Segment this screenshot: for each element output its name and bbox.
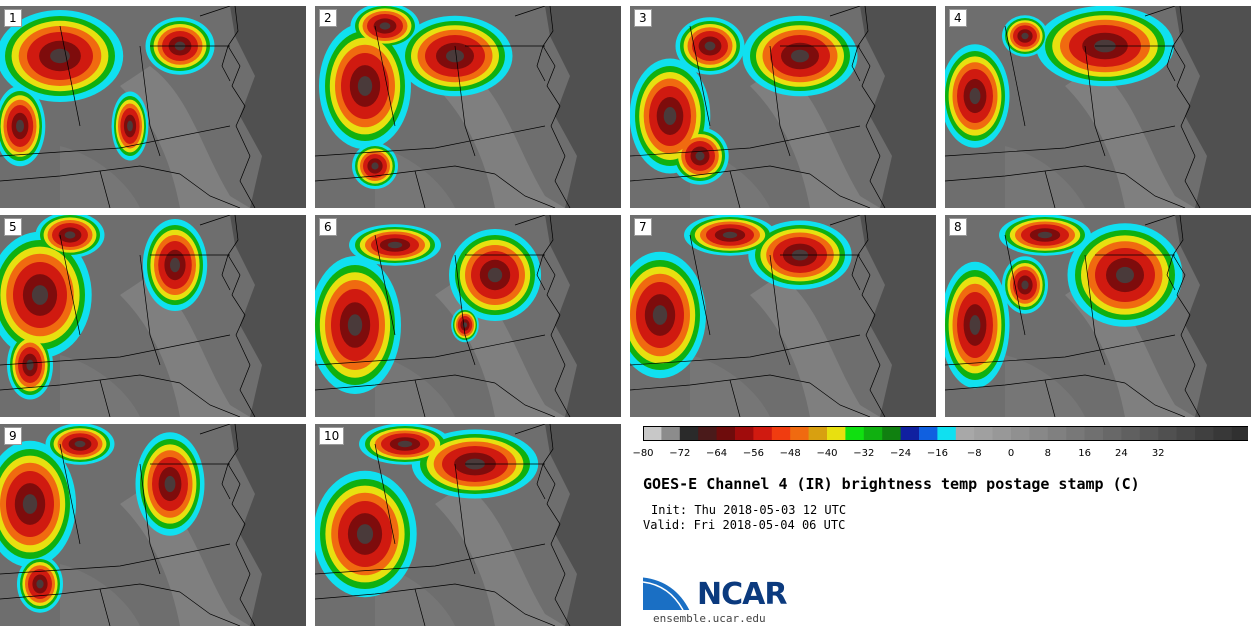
colorbar-swatch xyxy=(661,426,681,440)
colorbar-swatch xyxy=(790,426,810,440)
colorbar-tick-label: 24 xyxy=(1115,448,1128,459)
colorbar-tick-label: −32 xyxy=(853,448,875,459)
colorbar-swatch xyxy=(698,426,718,440)
panel-number: 9 xyxy=(4,427,22,445)
colorbar-swatch xyxy=(1213,426,1233,440)
colorbar xyxy=(643,426,1248,441)
forecast-panel-3: 3 xyxy=(630,6,936,208)
forecast-panel-9: 9 xyxy=(0,424,306,626)
colorbar-tick-label: −48 xyxy=(779,448,801,459)
colorbar-swatch xyxy=(1047,426,1067,440)
colorbar-swatch xyxy=(1066,426,1086,440)
colorbar-swatch xyxy=(863,426,883,440)
forecast-panel-10: 10 xyxy=(315,424,621,626)
satellite-map xyxy=(0,215,306,417)
colorbar-tick-label: −80 xyxy=(632,448,654,459)
init-time: Init: Thu 2018-05-03 12 UTC xyxy=(651,503,847,517)
colorbar-tick-label: −24 xyxy=(890,448,912,459)
satellite-map xyxy=(0,6,306,208)
panel-number: 4 xyxy=(949,9,967,27)
colorbar-swatch xyxy=(753,426,773,440)
panel-number: 7 xyxy=(634,218,652,236)
colorbar-tick-label: 16 xyxy=(1078,448,1091,459)
ncar-logo-text: NCAR xyxy=(697,577,787,612)
colorbar-tick-label: 8 xyxy=(1044,448,1051,459)
colorbar-swatch xyxy=(1139,426,1159,440)
panel-number: 5 xyxy=(4,218,22,236)
colorbar-swatch xyxy=(1195,426,1214,440)
panel-number: 6 xyxy=(319,218,337,236)
colorbar-tick-label: 32 xyxy=(1151,448,1165,459)
satellite-map xyxy=(945,6,1251,208)
colorbar-swatch xyxy=(679,426,699,440)
panel-number: 2 xyxy=(319,9,337,27)
forecast-panel-1: 1 xyxy=(0,6,306,208)
colorbar-tick-label: −64 xyxy=(706,448,728,459)
colorbar-swatch xyxy=(1103,426,1122,440)
colorbar-swatch xyxy=(845,426,865,440)
valid-time: Valid: Fri 2018-05-04 06 UTC xyxy=(643,518,846,532)
forecast-panel-6: 6 xyxy=(315,215,621,417)
colorbar-swatch xyxy=(716,426,736,440)
forecast-panel-4: 4 xyxy=(945,6,1251,208)
forecast-panel-2: 2 xyxy=(315,6,621,208)
website-url: ensemble.ucar.edu xyxy=(653,612,766,625)
satellite-map xyxy=(630,215,936,417)
satellite-map xyxy=(945,215,1251,417)
colorbar-tick-label: −72 xyxy=(669,448,691,459)
colorbar-swatch xyxy=(900,426,920,440)
colorbar-tick-label: −56 xyxy=(742,448,764,459)
colorbar-swatch xyxy=(1029,426,1049,440)
forecast-panel-7: 7 xyxy=(630,215,936,417)
colorbar-swatch xyxy=(882,426,902,440)
panel-number: 3 xyxy=(634,9,652,27)
colorbar-swatch xyxy=(1176,426,1196,440)
colorbar-swatch xyxy=(771,426,791,440)
colorbar-swatch xyxy=(1158,426,1178,440)
colorbar-tick-label: −40 xyxy=(816,448,838,459)
satellite-map xyxy=(315,215,621,417)
forecast-panel-5: 5 xyxy=(0,215,306,417)
colorbar-swatch xyxy=(1011,426,1030,440)
colorbar-swatch xyxy=(937,426,957,440)
colorbar-swatch xyxy=(1231,426,1248,440)
colorbar-tick-label: −8 xyxy=(966,448,982,459)
colorbar-swatch xyxy=(735,426,754,440)
colorbar-swatch xyxy=(808,426,828,440)
ncar-logo-icon xyxy=(643,574,693,611)
colorbar-swatch xyxy=(974,426,994,440)
colorbar-swatch xyxy=(1084,426,1104,440)
satellite-map xyxy=(0,424,306,626)
colorbar-swatch xyxy=(992,426,1012,440)
forecast-panel-8: 8 xyxy=(945,215,1251,417)
panel-number: 8 xyxy=(949,218,967,236)
colorbar-tick-label: 0 xyxy=(1007,448,1015,459)
colorbar-swatch xyxy=(827,426,846,440)
colorbar-swatch xyxy=(643,426,662,440)
panel-number: 1 xyxy=(4,9,22,27)
colorbar-swatch xyxy=(919,426,938,440)
panel-number: 10 xyxy=(319,427,345,445)
satellite-map xyxy=(315,424,621,626)
colorbar-swatch xyxy=(1121,426,1141,440)
figure-title: GOES-E Channel 4 (IR) brightness temp po… xyxy=(643,475,1140,493)
satellite-map xyxy=(630,6,936,208)
colorbar-swatch xyxy=(955,426,975,440)
satellite-map xyxy=(315,6,621,208)
colorbar-tick-label: −16 xyxy=(926,448,948,459)
